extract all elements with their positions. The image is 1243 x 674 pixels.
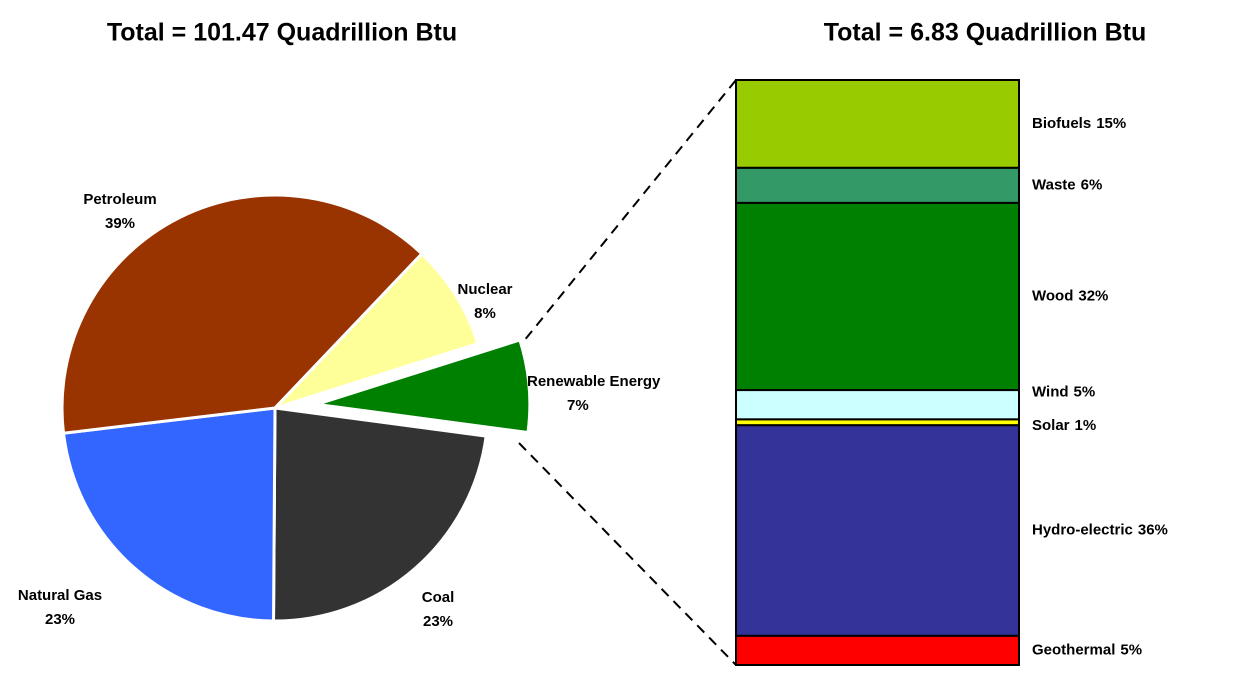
connector xyxy=(518,442,737,666)
segment-label: Biofuels 15% xyxy=(1032,115,1126,132)
segment-name: Wind xyxy=(1032,384,1069,401)
slice-name: Renewable Energy xyxy=(527,373,661,390)
segment-value: 1% xyxy=(1075,417,1097,434)
segment-value: 32% xyxy=(1078,287,1108,304)
bar-segment xyxy=(735,201,1020,392)
pie-slice xyxy=(273,251,480,410)
segment-name: Solar xyxy=(1032,417,1070,434)
segment-name: Hydro-electric xyxy=(1032,521,1133,538)
pie-title: Total = 101.47 Quadrillion Btu xyxy=(107,19,457,47)
segment-label: Wood 32% xyxy=(1032,287,1108,304)
bar-segment xyxy=(735,424,1020,637)
segment-value: 5% xyxy=(1074,384,1096,401)
bar-segment xyxy=(735,389,1020,421)
segment-label: Geothermal 5% xyxy=(1032,641,1142,658)
segment-value: 5% xyxy=(1120,641,1142,658)
slice-value: 39% xyxy=(105,215,135,232)
slice-name: Natural Gas xyxy=(18,587,102,604)
bar-title: Total = 6.83 Quadrillion Btu xyxy=(824,19,1147,47)
segment-label: Hydro-electric 36% xyxy=(1032,521,1168,538)
segment-value: 6% xyxy=(1081,176,1103,193)
slice-name: Coal xyxy=(422,589,455,606)
segment-label: Wind 5% xyxy=(1032,384,1095,401)
segment-value: 15% xyxy=(1096,115,1126,132)
bar-segment xyxy=(735,634,1020,666)
segment-name: Geothermal xyxy=(1032,641,1115,658)
segment-value: 36% xyxy=(1138,521,1168,538)
slice-value: 8% xyxy=(474,305,496,322)
pie-slice xyxy=(316,338,532,435)
pie-slice xyxy=(61,406,277,623)
slice-value: 23% xyxy=(45,611,75,628)
pie-slice xyxy=(272,406,488,623)
connector xyxy=(514,79,737,353)
segment-label: Waste 6% xyxy=(1032,176,1102,193)
pie-slice xyxy=(60,193,425,435)
slice-name: Nuclear xyxy=(457,281,512,298)
segment-name: Wood xyxy=(1032,287,1073,304)
bar-segment xyxy=(735,166,1020,204)
slice-value: 7% xyxy=(567,397,589,414)
segment-name: Waste xyxy=(1032,176,1076,193)
slice-name: Petroleum xyxy=(83,191,156,208)
segment-name: Biofuels xyxy=(1032,115,1091,132)
bar-segment xyxy=(735,79,1020,169)
slice-value: 23% xyxy=(423,613,453,630)
segment-label: Solar 1% xyxy=(1032,417,1096,434)
